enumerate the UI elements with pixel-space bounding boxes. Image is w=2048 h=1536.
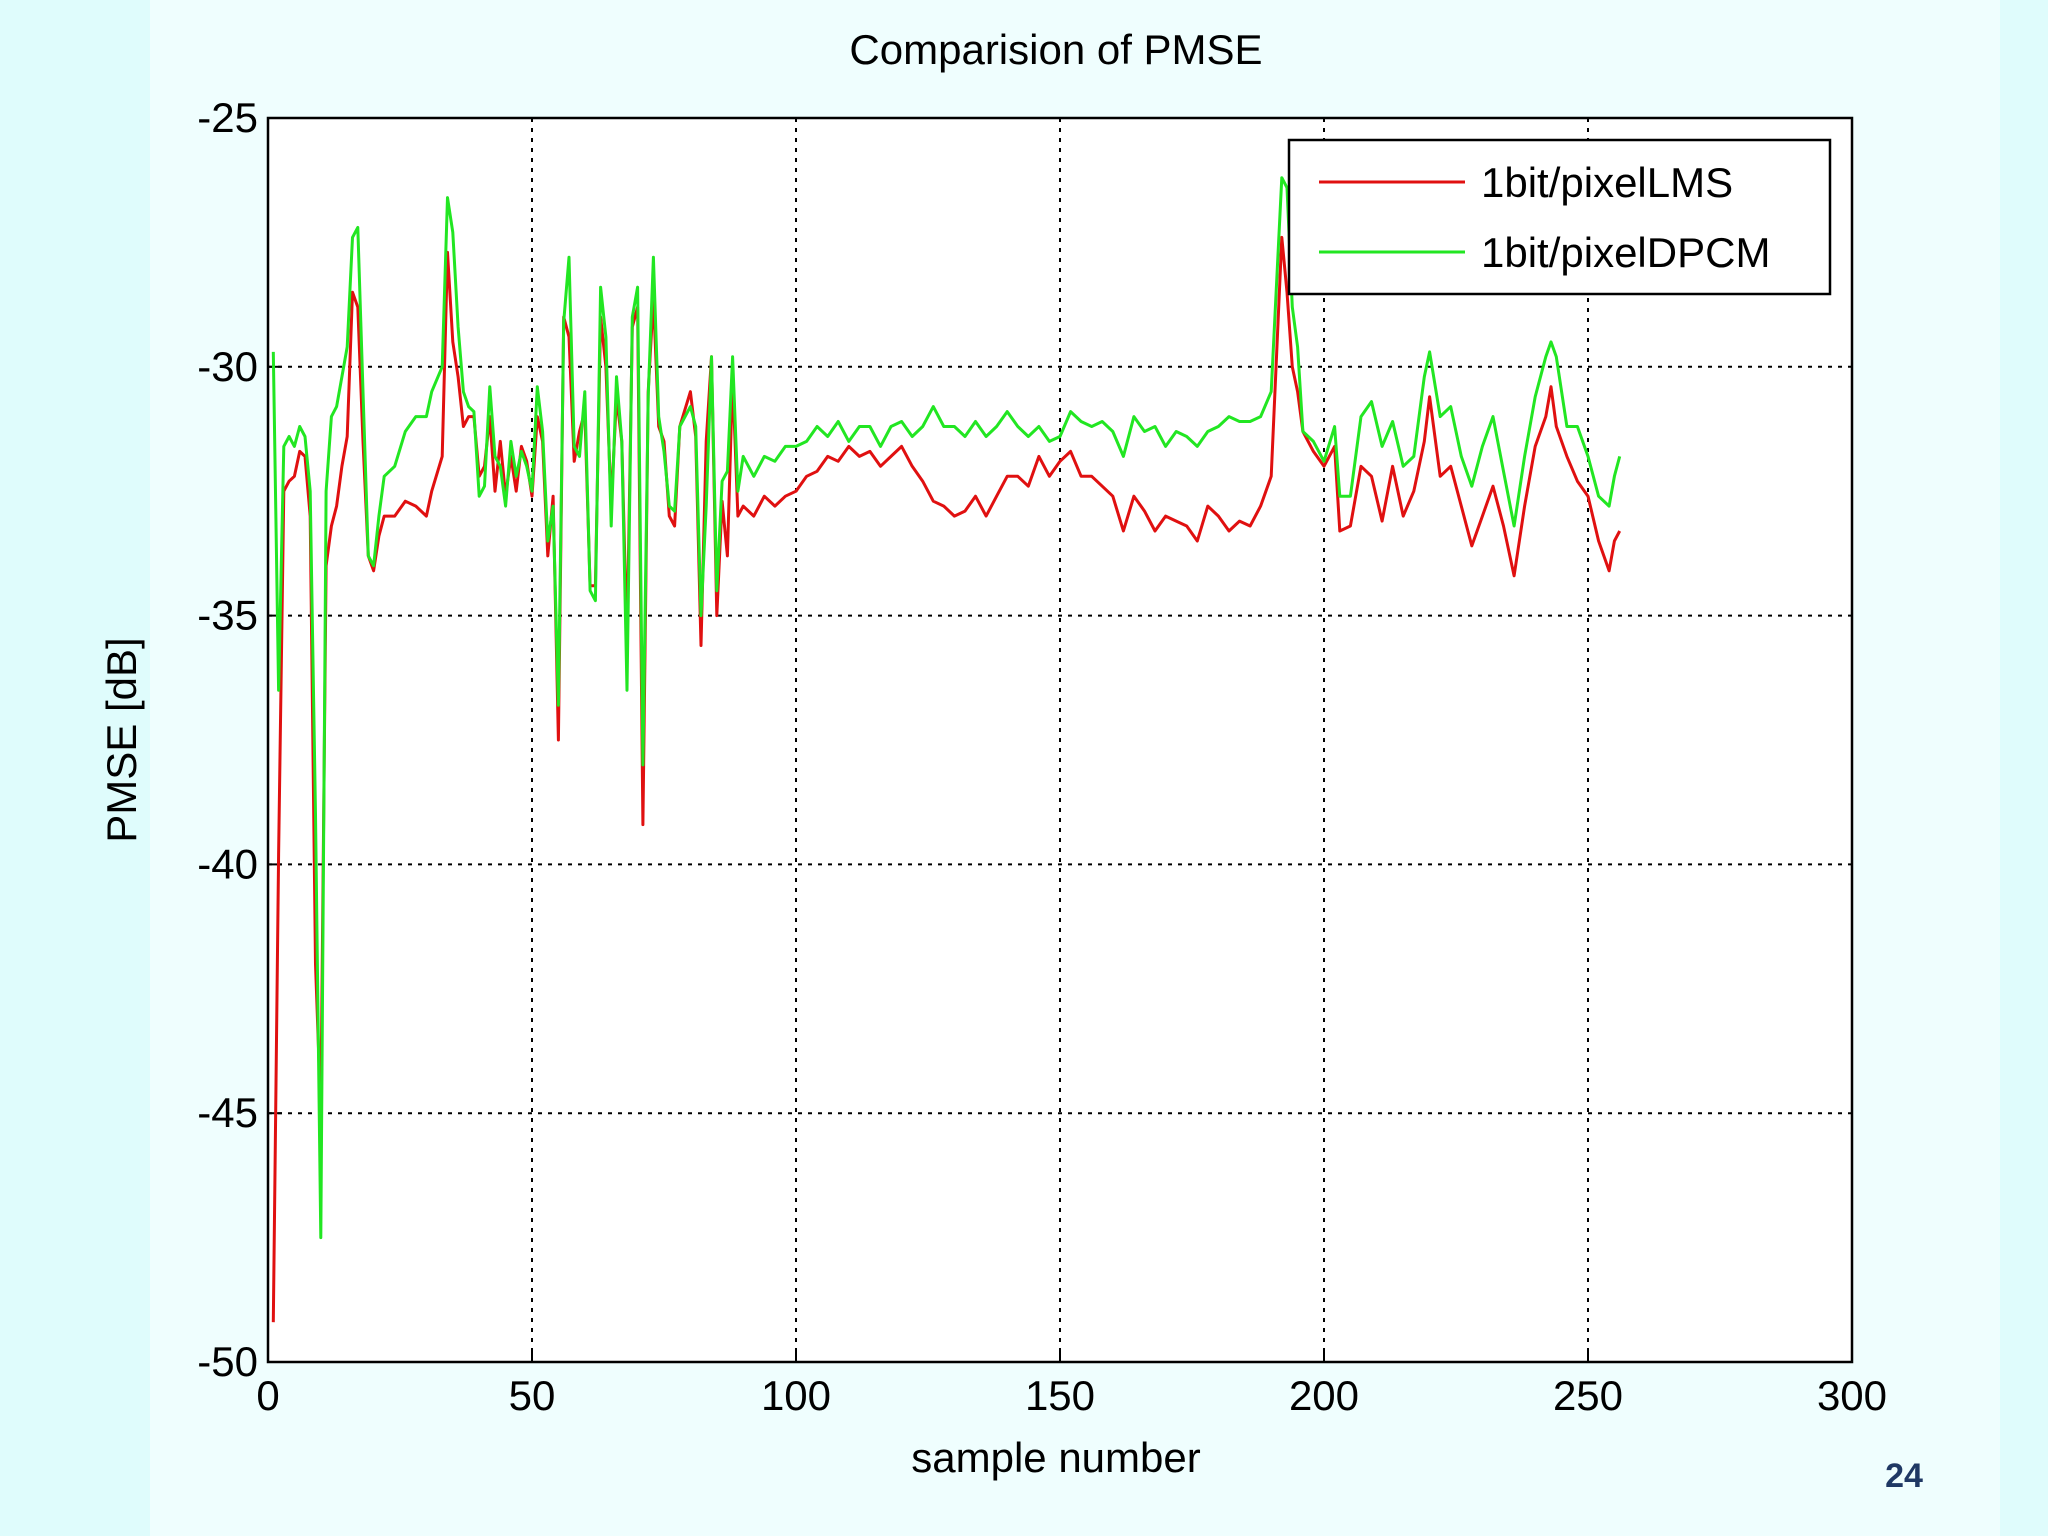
- y-tick-label: -35: [197, 592, 258, 639]
- x-tick-label: 300: [1817, 1372, 1887, 1419]
- legend-label: 1bit/pixelDPCM: [1481, 229, 1770, 276]
- line-series: [271, 176, 1622, 1240]
- x-axis-label: sample number: [911, 1434, 1200, 1481]
- chart-title: Comparision of PMSE: [849, 26, 1262, 73]
- y-tick-label: -45: [197, 1089, 258, 1136]
- x-tick-label: 200: [1289, 1372, 1359, 1419]
- x-tick-label: 50: [509, 1372, 556, 1419]
- plot-frame: [266, 116, 1854, 1364]
- y-tick-label: -40: [197, 840, 258, 887]
- y-axis-label: PMSE [dB]: [98, 637, 145, 842]
- y-tick-label: -30: [197, 343, 258, 390]
- y-tick-label: -50: [197, 1338, 258, 1385]
- x-tick-label: 250: [1553, 1372, 1623, 1419]
- line-series: [271, 235, 1622, 1323]
- x-tick-label: 100: [761, 1372, 831, 1419]
- legend-box: [1287, 138, 1832, 296]
- y-tick-label: -25: [197, 94, 258, 141]
- x-tick-label: 0: [256, 1372, 279, 1419]
- x-tick-label: 150: [1025, 1372, 1095, 1419]
- page-number: 24: [1885, 1457, 1923, 1495]
- legend-label: 1bit/pixelLMS: [1481, 159, 1733, 206]
